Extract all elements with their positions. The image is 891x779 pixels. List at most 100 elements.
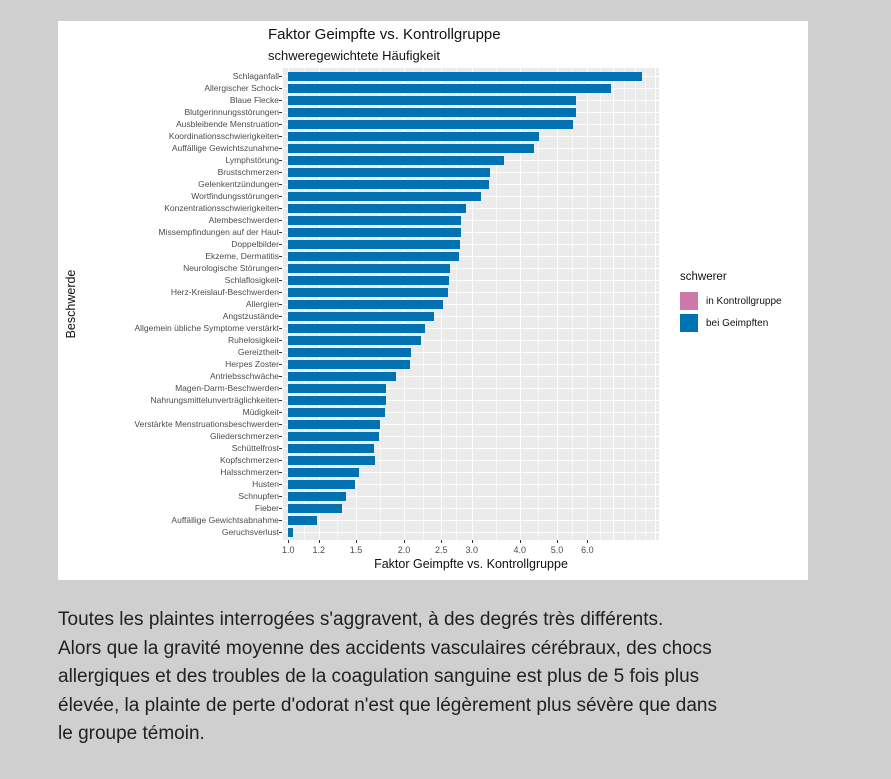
bar xyxy=(288,119,573,129)
bar xyxy=(288,395,387,405)
y-tick-mark xyxy=(279,424,282,425)
x-tick-mark xyxy=(441,540,443,543)
y-tick-mark xyxy=(279,388,282,389)
gridline-horizontal xyxy=(283,388,659,389)
bar xyxy=(288,467,360,477)
y-tick-mark xyxy=(279,172,282,173)
bar xyxy=(288,491,346,501)
gridline-horizontal xyxy=(283,400,659,401)
y-category-label: Wortfindungsstörungen xyxy=(191,190,279,201)
gridline-horizontal xyxy=(283,412,659,413)
y-category-label: Schnupfen xyxy=(238,490,279,501)
y-category-label: Allgemein übliche Symptome verstärkt xyxy=(134,322,279,333)
bar xyxy=(288,83,611,93)
gridline-horizontal xyxy=(283,208,659,209)
y-category-label: Schüttelfrost xyxy=(231,442,279,453)
gridline-horizontal xyxy=(283,220,659,221)
y-tick-mark xyxy=(279,184,282,185)
y-tick-mark xyxy=(279,448,282,449)
y-category-label: Lymphstörung xyxy=(225,154,279,165)
y-tick-mark xyxy=(279,484,282,485)
y-tick-mark xyxy=(279,412,282,413)
bar xyxy=(288,419,380,429)
y-tick-mark xyxy=(279,136,282,137)
caption-line: le groupe témoin. xyxy=(58,723,205,745)
y-tick-mark xyxy=(279,232,282,233)
gridline-horizontal xyxy=(283,304,659,305)
gridline-horizontal xyxy=(283,532,659,533)
y-category-label: Neurologische Störungen xyxy=(183,262,279,273)
y-tick-mark xyxy=(279,508,282,509)
gridline-horizontal xyxy=(283,268,659,269)
bar xyxy=(288,479,355,489)
y-tick-mark xyxy=(279,496,282,497)
gridline-horizontal xyxy=(283,520,659,521)
bar xyxy=(288,227,461,237)
x-tick-label: 1.5 xyxy=(349,545,363,555)
bar xyxy=(288,131,540,141)
bar xyxy=(288,383,387,393)
gridline-horizontal xyxy=(283,232,659,233)
y-category-label: Konzentrationsschwierigkeiten xyxy=(164,202,279,213)
y-tick-mark xyxy=(279,292,282,293)
y-tick-mark xyxy=(279,532,282,533)
legend-items: in Kontrollgruppe bei Geimpften xyxy=(680,292,782,332)
legend-key-swatch xyxy=(680,314,698,332)
bar xyxy=(288,407,385,417)
x-tick-label: 5.0 xyxy=(550,545,564,555)
y-category-label: Missempfindungen auf der Haut xyxy=(158,226,280,237)
gridline-horizontal xyxy=(283,256,659,257)
y-category-label: Auffällige Gewichtszunahme xyxy=(171,142,279,153)
y-category-label: Ekzeme, Dermatitis xyxy=(205,250,279,261)
gridline-horizontal xyxy=(283,448,659,449)
x-tick-label: 2.5 xyxy=(435,545,448,555)
plot-panel xyxy=(283,68,659,540)
gridline-horizontal xyxy=(283,472,659,473)
y-category-label: Gereiztheit xyxy=(237,346,279,357)
gridline-horizontal xyxy=(283,340,659,341)
y-tick-mark xyxy=(279,124,282,125)
bar xyxy=(288,263,450,273)
gridline-horizontal xyxy=(283,436,659,437)
y-tick-mark xyxy=(279,400,282,401)
chart-card: Faktor Geimpfte vs. Kontrollgruppe schwe… xyxy=(58,21,808,580)
bar xyxy=(288,215,462,225)
bar xyxy=(288,167,491,177)
legend-item: bei Geimpften xyxy=(680,314,782,332)
y-tick-mark xyxy=(279,112,282,113)
x-tick-label: 2.0 xyxy=(397,545,411,555)
bar xyxy=(288,503,343,513)
bar xyxy=(288,455,375,465)
y-category-label: Gelenkentzündungen xyxy=(198,178,279,189)
y-category-label: Fieber xyxy=(254,502,279,513)
y-category-label: Allergien xyxy=(245,298,279,309)
y-category-label: Herz-Kreislauf-Beschwerden xyxy=(170,286,279,297)
gridline-horizontal xyxy=(283,484,659,485)
x-tick-mark xyxy=(556,540,558,543)
y-tick-mark xyxy=(279,88,282,89)
gridline-horizontal xyxy=(283,496,659,497)
bar xyxy=(288,275,450,285)
y-tick-mark xyxy=(279,340,282,341)
y-category-label: Atembeschwerden xyxy=(208,214,279,225)
y-category-label: Allergischer Schock xyxy=(204,82,279,93)
gridline-horizontal xyxy=(283,424,659,425)
y-category-label: Auffällige Gewichtsabnahme xyxy=(171,514,279,525)
y-tick-mark xyxy=(279,76,282,77)
y-category-label: Antriebsschwäche xyxy=(210,370,279,381)
bar xyxy=(288,515,318,525)
x-tick-mark xyxy=(587,540,589,543)
bar xyxy=(288,287,449,297)
bar xyxy=(288,71,642,81)
gridline-horizontal xyxy=(283,280,659,281)
y-category-label: Geruchsverlust xyxy=(221,526,279,537)
gridline-horizontal xyxy=(283,352,659,353)
x-axis-title: Faktor Geimpfte vs. Kontrollgruppe xyxy=(374,557,568,571)
x-tick-label: 4.0 xyxy=(513,545,526,555)
y-tick-mark xyxy=(279,328,282,329)
bar xyxy=(288,431,379,441)
y-category-label: Nahrungsmittelunverträglichkeiten xyxy=(150,394,279,405)
y-category-label: Ruhelosigkeit xyxy=(227,334,279,345)
x-tick-label: 1.2 xyxy=(312,545,325,555)
y-category-label: Herpes Zoster xyxy=(225,358,279,369)
